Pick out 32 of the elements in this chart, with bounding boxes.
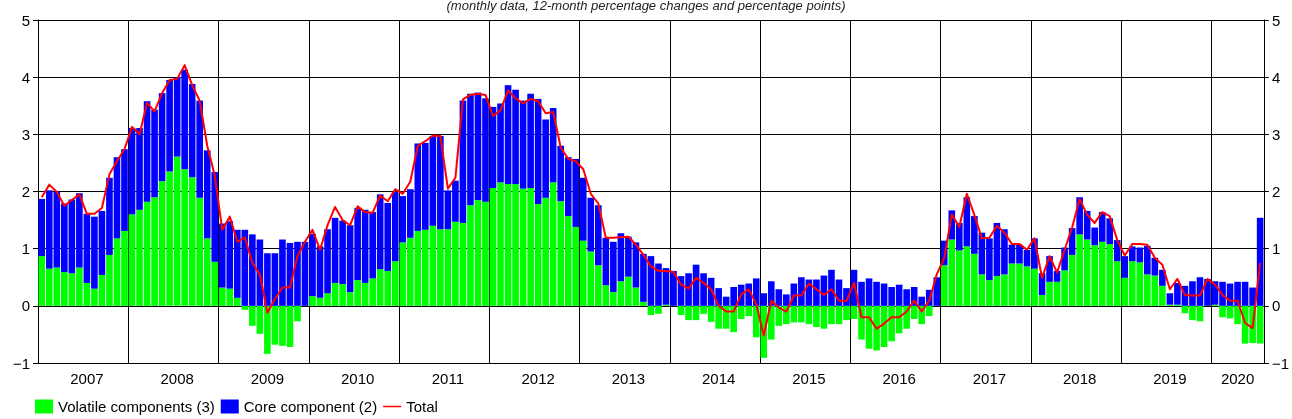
x-tick-label: 2018 [1062, 370, 1097, 387]
x-tick-label: 2007 [70, 370, 104, 387]
x-tick-label: 2010 [340, 370, 375, 387]
x-tick-label: 2013 [611, 370, 646, 387]
y2-tick-label: 4 [1271, 68, 1281, 86]
x-tick-label: 2015 [792, 370, 826, 387]
y-tick-label: 3 [21, 125, 30, 143]
y2-tick-label: 2 [1271, 183, 1281, 200]
y-tick-label: 1 [21, 240, 30, 258]
y2-tick-label: 3 [1271, 125, 1281, 143]
legend-label: Total [406, 398, 438, 415]
y2-tick-label: 5 [1271, 11, 1281, 29]
y2-tick-label: 1 [1271, 240, 1281, 258]
y-tick-label: 5 [21, 11, 30, 29]
x-tick-label: 2009 [250, 370, 285, 387]
y-tick-label: 4 [21, 68, 30, 86]
y-tick-label: −1 [12, 354, 30, 372]
y2-tick-label: 0 [1271, 297, 1281, 315]
legend-label: Core component (2) [243, 398, 378, 415]
y-tick-label: 0 [21, 297, 30, 315]
chart-subtitle: (monthly data, 12-month percentage changes and percentage points) [446, 0, 846, 13]
x-tick-label: 2011 [431, 370, 465, 387]
x-tick-label: 2012 [521, 370, 555, 387]
legend-label: Volatile components (3) [58, 398, 215, 415]
x-tick-label: 2008 [160, 370, 194, 387]
x-tick-label: 2017 [972, 370, 1007, 387]
x-tick-label: 2016 [882, 370, 916, 387]
x-tick-label: 2014 [701, 370, 736, 387]
y-tick-label: 2 [21, 183, 30, 200]
x-tick-label: 2019 [1153, 370, 1187, 387]
x-tick-label: 2020 [1220, 370, 1255, 387]
y2-tick-label: −1 [1271, 354, 1290, 372]
